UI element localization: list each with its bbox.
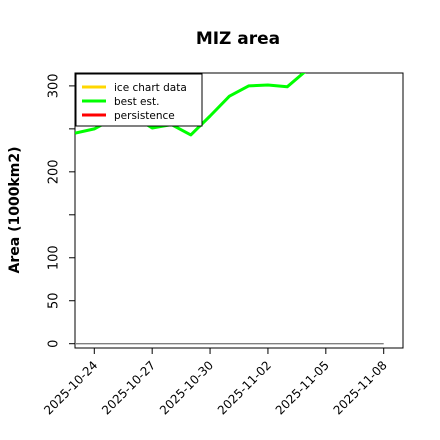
chart-title: MIZ area <box>196 29 280 49</box>
legend-label: persistence <box>114 110 175 122</box>
x-tick-label: 2025-10-27 <box>99 358 158 417</box>
legend: ice chart data best est. persistence <box>75 73 203 127</box>
y-tick-label: 0 <box>47 340 62 348</box>
x-tick-label: 2025-11-08 <box>331 358 390 417</box>
x-tick-label: 2025-10-30 <box>157 358 216 417</box>
x-tick-label: 2025-11-02 <box>215 358 274 417</box>
x-tick-label: 2025-10-24 <box>41 358 100 417</box>
legend-label: best est. <box>114 96 159 108</box>
legend-label: ice chart data <box>114 82 187 94</box>
y-tick-label: 200 <box>47 159 62 184</box>
y-tick-label: 100 <box>47 245 62 270</box>
y-tick-label: 50 <box>47 292 62 309</box>
y-axis-label: Area (1000km2) <box>7 147 23 274</box>
x-tick-label: 2025-11-05 <box>273 358 332 417</box>
x-axis: 2025-10-242025-10-272025-10-302025-11-02… <box>41 348 390 417</box>
y-axis: 0 50 100 200 300 <box>47 73 75 348</box>
y-tick-label: 300 <box>47 73 62 98</box>
